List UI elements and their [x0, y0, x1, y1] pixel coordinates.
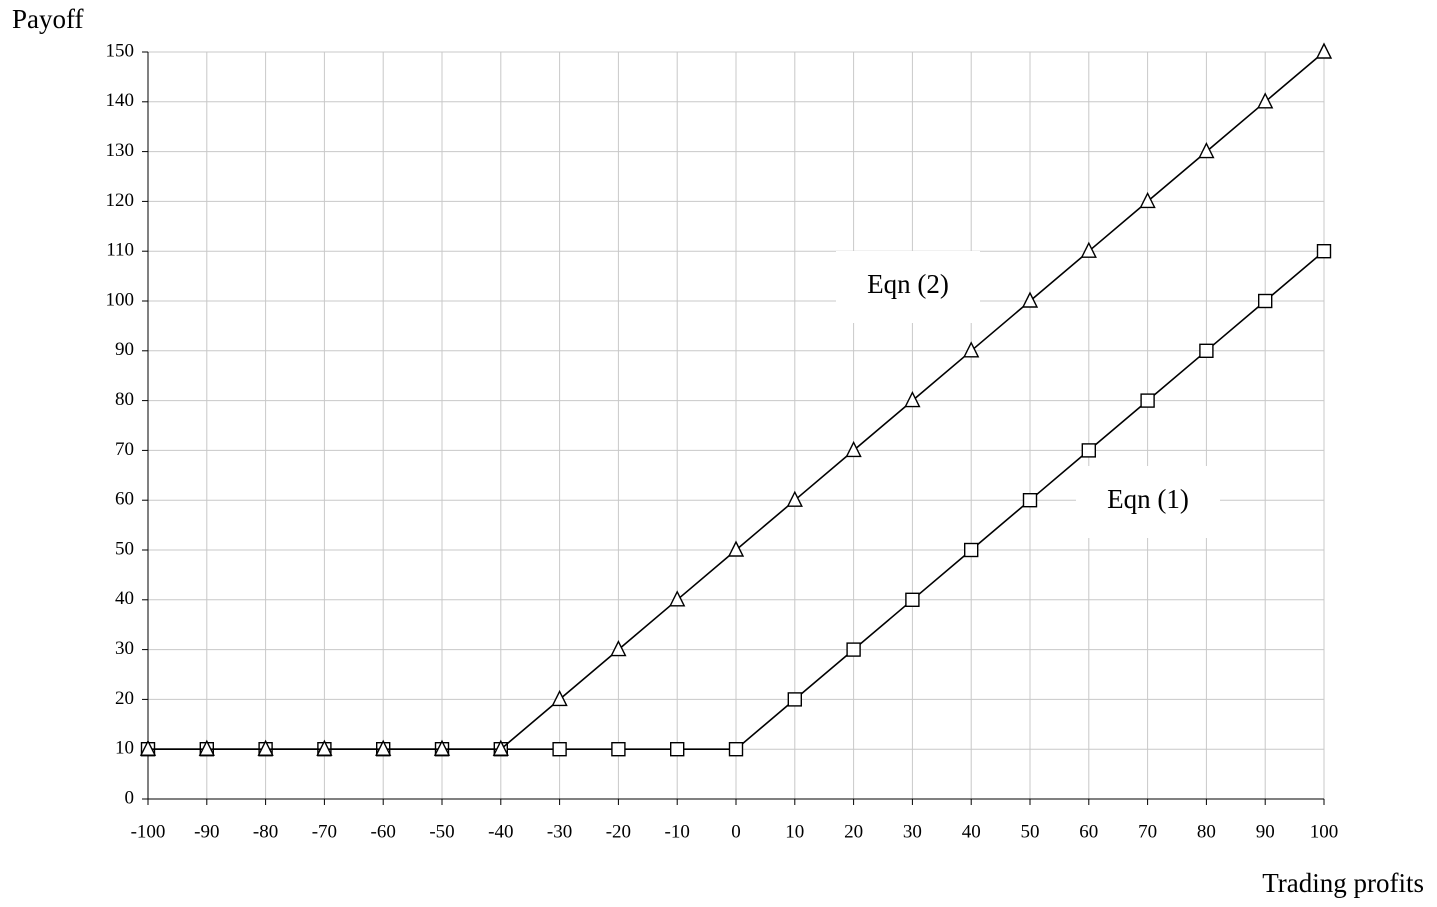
- marker: [375, 739, 392, 756]
- y-tick-label: 120: [106, 190, 135, 211]
- marker: [552, 742, 567, 757]
- x-tick-label: 80: [1197, 821, 1216, 842]
- y-tick-label: 100: [106, 289, 135, 310]
- x-tick-label: 100: [1310, 821, 1339, 842]
- x-tick-label: -90: [194, 821, 219, 842]
- x-tick-label: 30: [903, 821, 922, 842]
- marker: [1022, 493, 1038, 508]
- marker: [964, 542, 979, 558]
- x-tick-label: -100: [131, 821, 166, 842]
- series-label: Eqn (2): [867, 269, 949, 299]
- marker: [611, 742, 626, 757]
- x-tick-label: 40: [962, 821, 981, 842]
- marker: [845, 440, 862, 458]
- marker: [198, 739, 215, 756]
- marker: [670, 742, 685, 757]
- x-tick-label: 10: [785, 821, 804, 842]
- y-axis-label: Payoff: [12, 4, 84, 34]
- marker: [610, 640, 627, 657]
- marker: [1198, 142, 1215, 159]
- x-tick-label: -10: [665, 821, 690, 842]
- x-tick-label: -60: [371, 821, 396, 842]
- x-tick-label: -50: [429, 821, 454, 842]
- marker: [905, 592, 920, 607]
- y-tick-label: 30: [115, 638, 134, 659]
- y-tick-label: 70: [115, 439, 134, 460]
- marker: [433, 739, 451, 756]
- y-tick-label: 140: [106, 90, 135, 111]
- marker: [1021, 291, 1039, 308]
- x-tick-label: 90: [1256, 821, 1275, 842]
- marker: [492, 739, 509, 756]
- marker: [139, 739, 157, 756]
- marker: [1257, 293, 1273, 309]
- marker: [786, 490, 803, 507]
- y-tick-label: 130: [106, 140, 135, 161]
- x-tick-label: -80: [253, 821, 278, 842]
- marker: [846, 642, 861, 657]
- marker: [1315, 42, 1333, 59]
- x-tick-label: 70: [1138, 821, 1157, 842]
- y-tick-label: 80: [115, 389, 134, 410]
- x-tick-label: -20: [606, 821, 631, 842]
- y-tick-label: 110: [106, 240, 134, 261]
- marker: [1080, 241, 1097, 258]
- y-tick-label: 0: [125, 787, 135, 808]
- y-tick-label: 150: [106, 40, 135, 61]
- x-tick-label: 20: [844, 821, 863, 842]
- x-tick-label: 50: [1021, 821, 1040, 842]
- y-tick-label: 50: [115, 538, 134, 559]
- series-label: Eqn (1): [1107, 484, 1189, 514]
- marker: [787, 692, 802, 707]
- marker: [1140, 393, 1155, 408]
- marker: [1199, 343, 1214, 358]
- x-tick-label: -70: [312, 821, 337, 842]
- marker: [728, 742, 744, 757]
- x-tick-label: 0: [731, 821, 741, 842]
- marker: [904, 391, 921, 408]
- label-background: [836, 251, 980, 323]
- x-axis-label: Trading profits: [1262, 868, 1424, 898]
- marker: [727, 540, 745, 557]
- x-tick-label: -30: [547, 821, 572, 842]
- marker: [316, 739, 333, 756]
- marker: [551, 689, 568, 707]
- y-tick-label: 60: [115, 489, 134, 510]
- y-tick-label: 20: [115, 688, 134, 709]
- marker: [1316, 243, 1332, 259]
- y-tick-label: 40: [115, 588, 134, 609]
- y-tick-label: 10: [115, 738, 134, 759]
- marker: [1257, 92, 1274, 109]
- x-tick-label: -40: [488, 821, 513, 842]
- marker: [1139, 191, 1156, 209]
- marker: [257, 739, 274, 756]
- y-tick-label: 90: [115, 339, 134, 360]
- label-background: [1076, 466, 1220, 538]
- x-tick-label: 60: [1079, 821, 1098, 842]
- marker: [963, 341, 980, 358]
- marker: [1081, 443, 1097, 458]
- marker: [669, 590, 686, 607]
